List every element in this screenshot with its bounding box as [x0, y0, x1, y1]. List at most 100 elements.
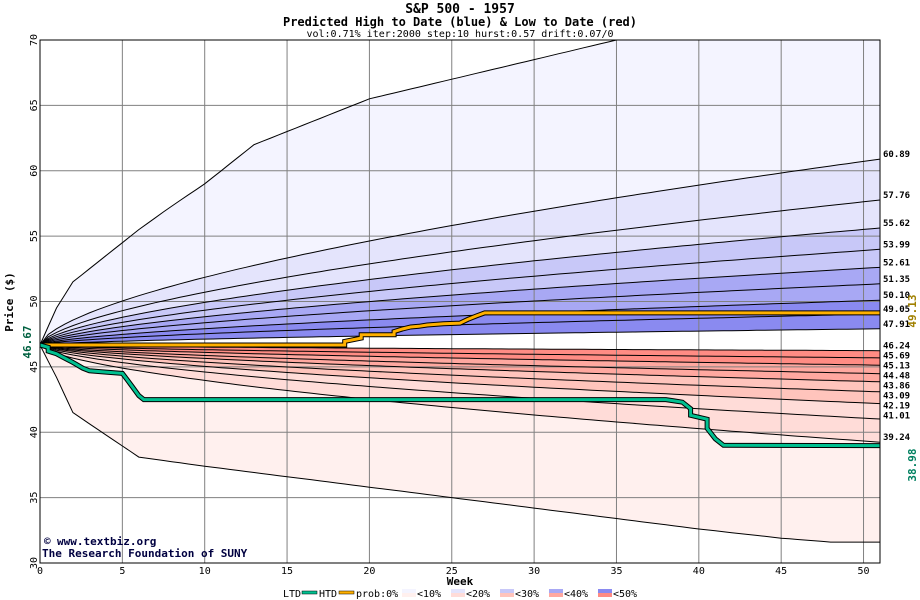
y-tick-label-50: 50	[29, 295, 40, 307]
band-low-4	[40, 345, 880, 392]
legend-band-40-label: <40%	[564, 589, 588, 600]
high-percentile-curve-2	[39, 227, 881, 346]
x-tick-label-50: 50	[858, 566, 870, 577]
high-percentile-curve-3	[39, 248, 881, 346]
credit-org: The Research Foundation of SUNY	[42, 547, 248, 560]
band-high-5	[40, 267, 880, 345]
low-end-label-6: 42.19	[883, 402, 910, 412]
high-end-label-4: 52.61	[883, 258, 910, 268]
high-percentile-curve-6	[39, 299, 881, 346]
low-percentile-curve-4	[39, 344, 881, 383]
start-value-label: 46.67	[21, 325, 34, 358]
low-percentile-curve-6	[39, 344, 881, 405]
high-end-label-2: 55.62	[883, 219, 910, 229]
high-end-label-0: 60.89	[883, 150, 910, 160]
y-tick-label-60: 60	[29, 165, 40, 177]
x-tick-label-0: 0	[37, 566, 43, 577]
band-low-0	[40, 345, 880, 358]
x-tick-label-20: 20	[363, 566, 375, 577]
low-percentile-curve-2	[39, 344, 881, 366]
low-end-label-5: 43.09	[883, 392, 910, 402]
band-low-3	[40, 345, 880, 382]
low-end-label-8: 39.24	[883, 433, 911, 443]
band-low-8	[40, 345, 880, 543]
credit-site: www.textbiz.org	[57, 535, 156, 548]
low-end-label-0: 46.24	[883, 342, 911, 352]
low-end-label-4: 43.86	[883, 382, 910, 392]
x-tick-label-30: 30	[528, 566, 540, 577]
y-tick-label-55: 55	[29, 230, 40, 242]
ltd-series-line	[39, 343, 881, 448]
legend-b10-lower	[402, 593, 416, 597]
low-percentile-curve-8	[39, 344, 881, 443]
x-tick-label-5: 5	[119, 566, 125, 577]
band-high-8	[40, 313, 880, 345]
x-axis-ticks: 0 5 10 15 20 25 30 35 40 45 50	[37, 566, 870, 577]
percentile-end-labels: 60.89 57.76 55.62 53.99 52.61 51.35 50.10 49.05…	[883, 150, 911, 443]
low-percentile-curve-3	[39, 344, 881, 375]
legend-b40-lower	[549, 593, 563, 597]
high-percentile-curve-8	[39, 328, 881, 346]
legend-band-10-label: <10%	[417, 589, 441, 600]
credit-block: © www.textbiz.org The Research Foundatio…	[42, 535, 248, 560]
chart-subtitle: Predicted High to Date (blue) & Low to D…	[283, 15, 637, 29]
band-low-1	[40, 345, 880, 366]
x-tick-label-40: 40	[693, 566, 705, 577]
htd-end-value-label: 49.13	[906, 294, 919, 327]
low-percentile-curve-7	[39, 344, 881, 420]
y-axis-label: Price ($)	[3, 272, 16, 332]
simulation-params: vol:0.71% iter:2000 step:10 hurst:0.57 d…	[306, 29, 613, 40]
outer-low-curve	[39, 344, 880, 543]
legend-b50-lower	[598, 593, 612, 597]
high-percentile-curve-5	[39, 283, 881, 346]
ltd-end-value-label: 38.98	[906, 448, 919, 481]
y-tick-label-35: 35	[29, 492, 40, 504]
legend-htd-label: HTD	[319, 589, 337, 600]
band-high-0	[40, 40, 880, 345]
high-percentile-curve-4	[39, 266, 881, 346]
low-end-label-1: 45.69	[883, 352, 910, 362]
legend: LTD HTD prob:0% <10% <20% <30% <40% <50%	[283, 589, 637, 600]
x-tick-label-35: 35	[610, 566, 622, 577]
high-end-label-6: 50.10	[883, 291, 910, 301]
htd-series-line	[40, 311, 880, 347]
band-high-6	[40, 283, 880, 345]
high-end-label-1: 57.76	[883, 191, 910, 201]
chart-title: S&P 500 - 1957	[405, 2, 515, 17]
high-end-label-7: 49.05	[883, 305, 910, 315]
legend-band-30-label: <30%	[515, 589, 539, 600]
legend-band-50-label: <50%	[613, 589, 637, 600]
copyright-icon: ©	[44, 535, 51, 548]
legend-ltd-swatch	[301, 590, 318, 595]
low-percentile-curve-5	[39, 344, 881, 393]
high-percentile-curve-1	[39, 199, 881, 346]
y-tick-label-40: 40	[29, 426, 40, 438]
low-end-label-2: 45.13	[883, 362, 910, 372]
plot-area	[39, 39, 881, 564]
legend-b20-lower	[451, 593, 465, 597]
y-axis-ticks: 30 35 40 45 50 55 60 65 70	[29, 34, 40, 569]
data-series	[39, 310, 881, 449]
plot-frame	[39, 39, 881, 564]
x-tick-label-15: 15	[281, 566, 293, 577]
band-low-5	[40, 345, 880, 404]
high-end-label-8: 47.91	[883, 320, 910, 330]
y-tick-label-70: 70	[29, 34, 40, 46]
legend-b30-lower	[500, 593, 514, 597]
x-tick-label-45: 45	[775, 566, 787, 577]
low-percentile-curve-1	[39, 344, 881, 359]
x-tick-label-25: 25	[446, 566, 458, 577]
low-end-label-7: 41.01	[883, 412, 910, 422]
y-tick-label-30: 30	[29, 557, 40, 569]
legend-prob-label: prob:0%	[356, 589, 398, 600]
band-high-3	[40, 228, 880, 345]
legend-ltd-label: LTD	[283, 589, 301, 600]
high-end-label-3: 53.99	[883, 240, 910, 250]
legend-band-20-label: <20%	[466, 589, 490, 600]
band-high-4	[40, 249, 880, 345]
high-end-label-5: 51.35	[883, 275, 910, 285]
y-tick-label-65: 65	[29, 99, 40, 111]
high-percentile-curve-0	[39, 158, 881, 346]
legend-htd-swatch	[338, 590, 355, 595]
